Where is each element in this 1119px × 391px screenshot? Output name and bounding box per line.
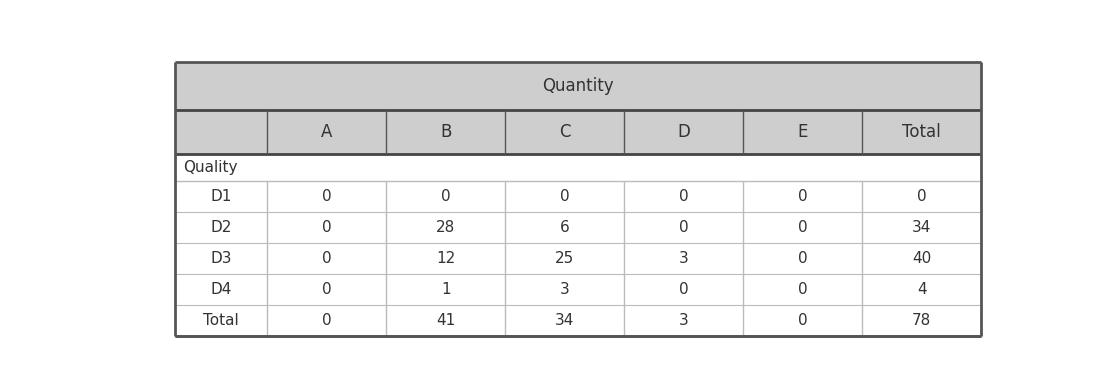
Bar	[175, 181, 981, 212]
Bar	[175, 243, 981, 274]
Text: Total: Total	[203, 313, 238, 328]
Text: D: D	[677, 123, 690, 141]
Text: 0: 0	[560, 189, 570, 204]
Text: D3: D3	[210, 251, 232, 266]
Text: 0: 0	[798, 282, 808, 297]
Text: 0: 0	[916, 189, 927, 204]
Bar	[175, 305, 981, 336]
Text: 1: 1	[441, 282, 451, 297]
Text: 40: 40	[912, 251, 931, 266]
Bar	[175, 274, 981, 305]
Text: 0: 0	[798, 220, 808, 235]
Text: E: E	[798, 123, 808, 141]
Bar	[175, 212, 981, 243]
Text: 4: 4	[916, 282, 927, 297]
Text: 0: 0	[322, 220, 331, 235]
Text: D1: D1	[210, 189, 232, 204]
Text: Quantity: Quantity	[542, 77, 613, 95]
Text: 78: 78	[912, 313, 931, 328]
Text: 0: 0	[322, 189, 331, 204]
Text: 34: 34	[912, 220, 931, 235]
Text: 0: 0	[322, 251, 331, 266]
Text: 0: 0	[798, 313, 808, 328]
Text: 0: 0	[322, 313, 331, 328]
Text: 0: 0	[679, 220, 688, 235]
Text: 3: 3	[679, 251, 688, 266]
Text: 25: 25	[555, 251, 574, 266]
Text: D2: D2	[210, 220, 232, 235]
Text: 0: 0	[798, 189, 808, 204]
Text: 28: 28	[436, 220, 455, 235]
Text: 12: 12	[436, 251, 455, 266]
Text: Total: Total	[902, 123, 941, 141]
Text: 34: 34	[555, 313, 574, 328]
Text: Quality: Quality	[184, 160, 237, 175]
Bar	[175, 154, 981, 181]
Text: 0: 0	[798, 251, 808, 266]
Text: 0: 0	[322, 282, 331, 297]
Bar	[175, 62, 981, 110]
Text: D4: D4	[210, 282, 232, 297]
Text: 3: 3	[679, 313, 688, 328]
Text: C: C	[560, 123, 571, 141]
Text: A: A	[321, 123, 332, 141]
Text: 0: 0	[679, 282, 688, 297]
Text: 3: 3	[560, 282, 570, 297]
Text: 0: 0	[441, 189, 451, 204]
Text: 6: 6	[560, 220, 570, 235]
Text: 0: 0	[679, 189, 688, 204]
Text: B: B	[440, 123, 451, 141]
Text: 41: 41	[436, 313, 455, 328]
Bar	[175, 110, 981, 154]
